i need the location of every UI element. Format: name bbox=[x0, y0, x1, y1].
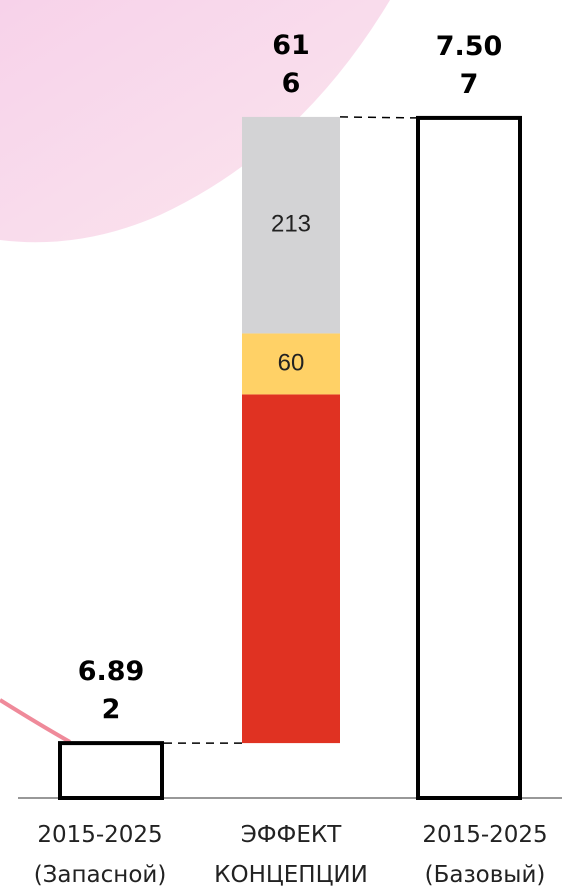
segment-label: 213 bbox=[271, 211, 311, 238]
segment-label: 60 bbox=[278, 349, 305, 376]
bar bbox=[418, 118, 520, 798]
background-streak bbox=[0, 700, 70, 742]
value-label: 7.507 bbox=[432, 28, 506, 104]
page: 60 213 6.892 616 7.507 2015-2025 (Запасной)Э… bbox=[0, 0, 572, 894]
x-tick-label: 2015-2025 (Запасной) bbox=[5, 815, 195, 894]
bar bbox=[60, 743, 162, 798]
connector bbox=[340, 117, 416, 118]
value-label: 6.892 bbox=[74, 653, 148, 729]
x-tick-label: ЭФФЕКТ КОНЦЕПЦИИ bbox=[196, 815, 386, 894]
segment bbox=[242, 394, 340, 743]
value-label: 616 bbox=[269, 27, 313, 103]
chart: 60 213 bbox=[0, 0, 572, 894]
x-tick-label: 2015-2025 (Базовый) bbox=[390, 815, 572, 894]
